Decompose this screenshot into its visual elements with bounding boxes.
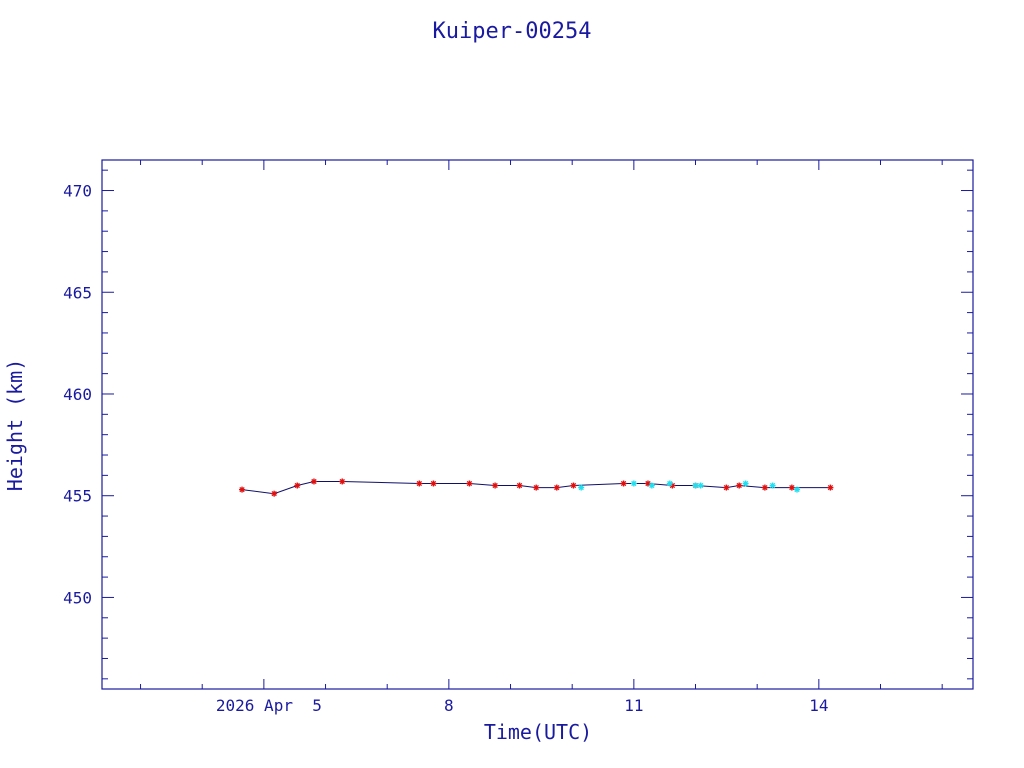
red-data-point	[827, 484, 834, 491]
series-line	[241, 481, 831, 495]
red-data-point	[271, 490, 278, 497]
cyan-data-point	[630, 480, 637, 487]
x-tick-label: 14	[809, 696, 828, 715]
cyan-data-point	[666, 480, 673, 487]
cyan-data-point	[692, 482, 699, 489]
red-data-point	[533, 484, 540, 491]
red-data-point	[416, 480, 423, 487]
red-data-point	[294, 482, 301, 489]
red-data-point	[620, 480, 627, 487]
x-axis-title: Time(UTC)	[484, 720, 592, 744]
chart-title: Kuiper-00254	[433, 19, 592, 44]
x-tick-label: 11	[624, 696, 643, 715]
red-data-point	[339, 478, 346, 485]
red-data-point	[430, 480, 437, 487]
red-data-point	[492, 482, 499, 489]
cyan-data-point	[742, 480, 749, 487]
y-tick-label: 470	[63, 182, 92, 201]
plot-frame	[101, 159, 974, 690]
x-tick-label: 8	[444, 696, 454, 715]
red-data-point	[310, 478, 317, 485]
cyan-data-point	[648, 482, 655, 489]
series-layer	[239, 478, 834, 497]
red-data-point	[723, 484, 730, 491]
red-data-point	[736, 482, 743, 489]
axis-tick-labels: 2026 Apr 5 8 11 14 450 455 460 465 470	[63, 182, 828, 715]
y-tick-label: 465	[63, 283, 92, 302]
red-data-point	[761, 484, 768, 491]
x-tick-label: 2026 Apr 5	[216, 696, 322, 715]
cyan-data-point	[697, 482, 704, 489]
red-data-point	[239, 486, 246, 493]
y-tick-label: 460	[63, 385, 92, 404]
red-data-point	[466, 480, 473, 487]
y-tick-label: 450	[63, 588, 92, 607]
axis-ticks	[102, 160, 973, 689]
red-data-point	[570, 482, 577, 489]
y-tick-label: 455	[63, 487, 92, 506]
red-data-point	[553, 484, 560, 491]
cyan-data-point	[769, 482, 776, 489]
red-data-point	[516, 482, 523, 489]
cyan-data-point	[794, 486, 801, 493]
cyan-data-point	[578, 484, 585, 491]
red-data-point	[788, 484, 795, 491]
y-axis-title: Height (km)	[3, 359, 27, 491]
